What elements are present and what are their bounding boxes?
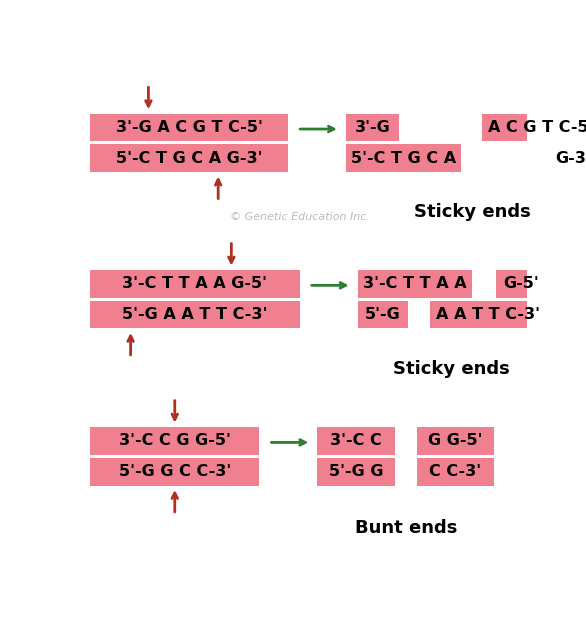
Text: 5'-G A A T T C-3': 5'-G A A T T C-3' [122,307,268,322]
Text: 3'-C T T A A: 3'-C T T A A [363,276,467,291]
Text: 3'-C T T A A G-5': 3'-C T T A A G-5' [122,276,267,291]
Text: 5'-C T G C A: 5'-C T G C A [351,151,456,166]
Text: G G-5': G G-5' [428,433,483,449]
Text: A A T T C-3': A A T T C-3' [436,307,540,322]
Bar [90,270,299,298]
Bar [318,458,395,486]
Bar [90,114,288,141]
Bar [346,114,398,141]
Bar [357,301,408,328]
Text: A C G T C-5': A C G T C-5' [488,120,586,135]
Text: © Genetic Education Inc.: © Genetic Education Inc. [230,212,370,222]
Bar [417,427,494,455]
Text: 3'-C C G G-5': 3'-C C G G-5' [119,433,231,449]
Bar [90,427,259,455]
Text: 3'-G A C G T C-5': 3'-G A C G T C-5' [115,120,263,135]
Text: 5'-G: 5'-G [365,307,401,322]
Text: G-5': G-5' [503,276,539,291]
Text: Sticky ends: Sticky ends [393,360,510,378]
Text: 3'-G: 3'-G [355,120,390,135]
Bar [430,301,546,328]
Bar [346,144,461,172]
Text: Bunt ends: Bunt ends [355,519,457,537]
Bar [482,114,586,141]
Bar [90,458,259,486]
Bar [417,458,494,486]
Text: C C-3': C C-3' [430,464,481,479]
Bar [90,301,299,328]
Text: 5'-C T G C A G-3': 5'-C T G C A G-3' [116,151,263,166]
Bar [357,270,472,298]
Bar [318,427,395,455]
Text: Sticky ends: Sticky ends [414,203,531,221]
Bar [496,270,546,298]
Text: 3'-C C: 3'-C C [331,433,382,449]
Text: 5'-G G C C-3': 5'-G G C C-3' [118,464,231,479]
Bar [90,144,288,172]
Bar [548,144,586,172]
Text: G-3': G-3' [556,151,586,166]
Text: 5'-G G: 5'-G G [329,464,383,479]
